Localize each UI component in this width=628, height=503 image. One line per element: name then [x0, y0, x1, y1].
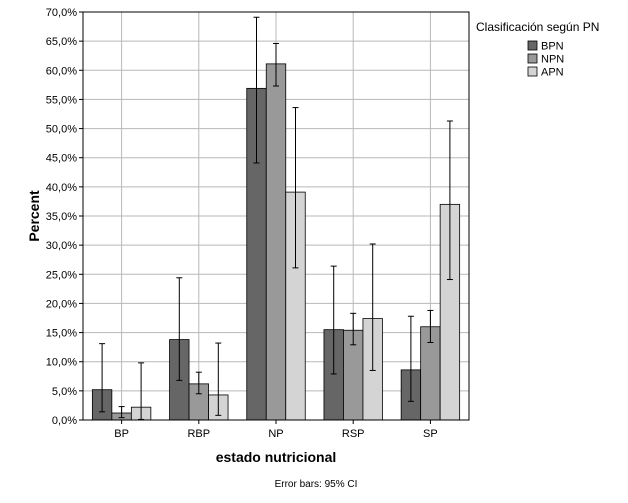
x-tick-label: RBP	[187, 428, 210, 440]
x-axis-ticks: BP RBP NP RSP SP	[114, 420, 438, 440]
y-axis-title: Percent	[26, 190, 42, 242]
bar	[265, 63, 287, 421]
y-tick-label: 70,0%	[46, 7, 77, 19]
y-tick-label: 10,0%	[46, 357, 77, 369]
y-tick-label: 30,0%	[46, 240, 77, 252]
legend-title: Clasificación según PN	[476, 20, 599, 34]
bars	[91, 63, 461, 421]
legend-label: NPN	[541, 54, 564, 66]
y-tick-label: 25,0%	[46, 269, 77, 281]
x-tick-label: NP	[268, 428, 283, 440]
y-tick-label: 0,0%	[52, 415, 77, 427]
y-tick-label: 40,0%	[46, 182, 77, 194]
legend-label: BPN	[541, 41, 564, 53]
legend-label: APN	[541, 67, 564, 79]
y-tick-label: 15,0%	[46, 328, 77, 340]
x-tick-label: SP	[423, 428, 438, 440]
y-tick-label: 60,0%	[46, 65, 77, 77]
x-axis-title: estado nutricional	[216, 449, 337, 465]
x-tick-label: BP	[114, 428, 129, 440]
x-tick-label: RSP	[342, 428, 365, 440]
legend-swatch	[527, 66, 538, 77]
y-tick-label: 45,0%	[46, 153, 77, 165]
y-tick-label: 55,0%	[46, 94, 77, 106]
error-bars-footnote: Error bars: 95% CI	[275, 479, 358, 490]
y-tick-label: 65,0%	[46, 36, 77, 48]
y-axis-ticks: 0,0% 5,0% 10,0% 15,0% 20,0% 25,0% 30,0% 35,0% 40…	[46, 7, 83, 427]
y-tick-label: 20,0%	[46, 298, 77, 310]
legend-swatch	[527, 40, 538, 51]
y-tick-label: 50,0%	[46, 124, 77, 136]
legend-swatch	[527, 53, 538, 64]
y-tick-label: 5,0%	[52, 386, 77, 398]
y-tick-label: 35,0%	[46, 211, 77, 223]
error-bars	[99, 16, 453, 420]
